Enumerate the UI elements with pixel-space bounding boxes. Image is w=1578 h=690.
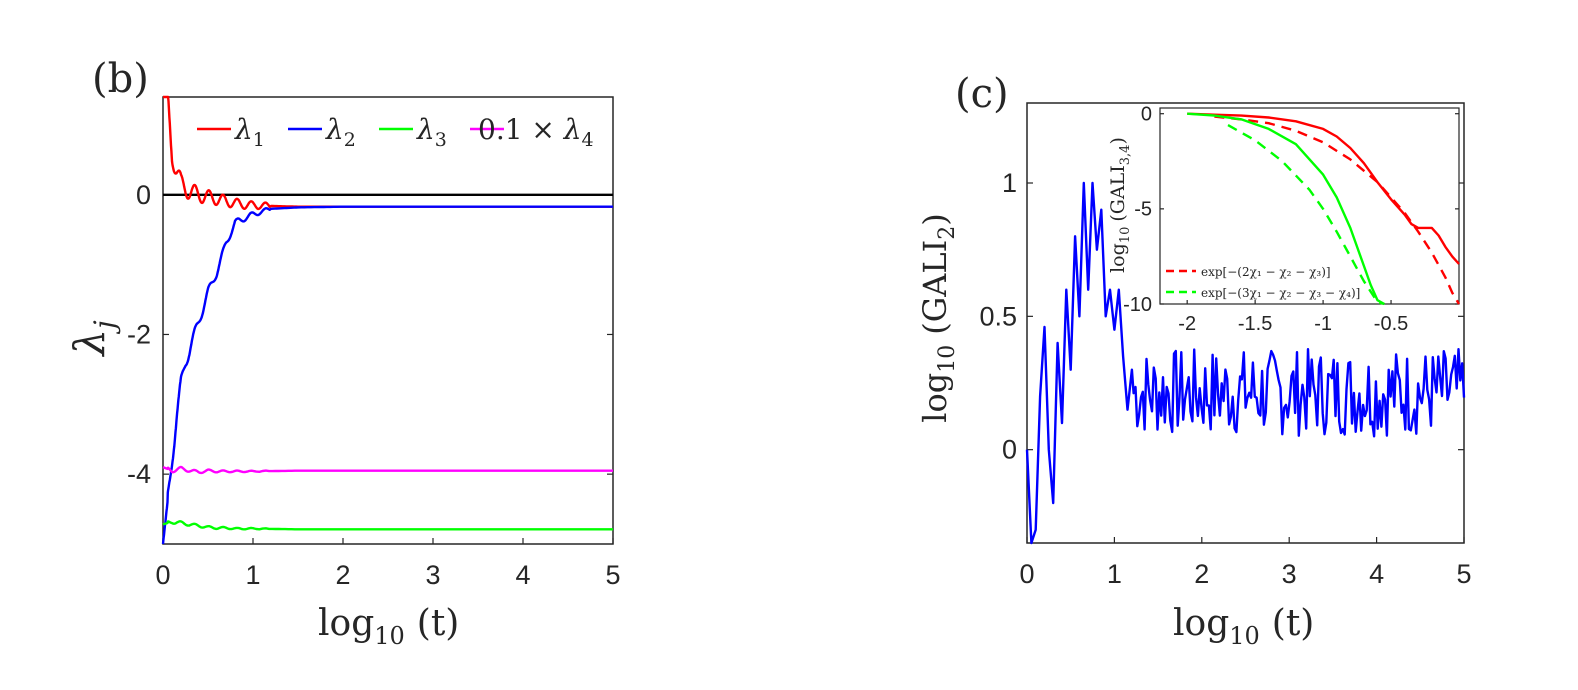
- y-label-base: log: [916, 373, 954, 423]
- legend-label-4: 0.1 × λ4: [478, 113, 594, 151]
- series-line-gali2: [1025, 181, 1466, 545]
- y-label-tail: (GALI: [916, 240, 954, 335]
- y-label-base: λ: [65, 329, 114, 358]
- y-tick-label: 0: [1002, 435, 1017, 465]
- legend-symbol: λ: [325, 113, 344, 146]
- panel-b-x-ticks: 0 1 2 3 4 5: [155, 538, 621, 590]
- y-tick-label: 0.5: [979, 301, 1017, 331]
- x-label-tail: (t): [1272, 603, 1315, 644]
- legend-symbol: λ: [563, 113, 582, 146]
- panel-c-x-axis-label: log10 (t): [1173, 603, 1314, 650]
- inset-background: [1159, 107, 1460, 305]
- series-line-lambda-4: [162, 465, 613, 475]
- y-tick-label: 0: [136, 180, 151, 210]
- panel-b-axes-box: [162, 96, 614, 545]
- x-label-sub: 10: [1229, 622, 1260, 650]
- x-tick-label: -1.5: [1238, 313, 1272, 335]
- panel-c-y-axis-label: log10 (GALI2): [916, 213, 960, 423]
- inset-legend-label-2: exp[−(3χ₁ − χ₂ − χ₃ − χ₄)]: [1201, 286, 1360, 300]
- inset-series-4: [1227, 124, 1385, 306]
- x-tick-label: -2: [1178, 313, 1196, 335]
- series-line-lambda-3: [162, 520, 613, 531]
- panel-c-inset: -2 -1.5 -1 -0.5 0 -5 -10 exp[−(2χ₁ − χ₂ − χ₃)…: [1107, 103, 1461, 335]
- legend-prefix: 0.1 ×: [478, 113, 564, 146]
- x-label-base: log: [318, 603, 374, 644]
- x-tick-label: 2: [335, 560, 350, 590]
- legend-label-2: λ2: [325, 113, 356, 151]
- inset-y-label-tail: (GALI: [1107, 165, 1129, 221]
- inset-series-3: [1187, 112, 1385, 306]
- y-tick-label: -5: [1134, 199, 1152, 221]
- y-label-close: ): [916, 213, 954, 225]
- x-tick-label: 0: [155, 560, 170, 590]
- inset-x-ticks: -2 -1.5 -1 -0.5: [1178, 300, 1408, 335]
- x-label-sub: 10: [374, 622, 405, 650]
- legend-symbol: λ: [416, 113, 435, 146]
- x-tick-label: -0.5: [1374, 313, 1408, 335]
- legend-label-1: λ1: [234, 113, 265, 151]
- panel-b-y-ticks: 0 -2 -4: [127, 180, 613, 489]
- x-tick-label: 4: [515, 560, 530, 590]
- y-tick-label: -2: [127, 319, 151, 349]
- inset-series-2: [1214, 115, 1461, 305]
- panel-b-y-axis-label: λj: [65, 320, 121, 358]
- legend-sub: 3: [435, 129, 447, 151]
- panel-c-label: (c): [955, 71, 1009, 117]
- inset-legend-label-1: exp[−(2χ₁ − χ₂ − χ₃)]: [1201, 265, 1331, 279]
- legend-sub: 4: [582, 129, 594, 151]
- x-tick-label: 1: [245, 560, 260, 590]
- x-label-base: log: [1173, 603, 1229, 644]
- panel-c-axes-box: [1026, 102, 1465, 544]
- y-tick-label: 0: [1141, 103, 1152, 125]
- y-label-sub: 10: [935, 345, 960, 373]
- x-tick-label: 1: [1107, 559, 1122, 589]
- panel-c-series: [1025, 181, 1466, 545]
- panel-c-y-ticks: 00.51: [979, 168, 1464, 465]
- x-tick-label: 5: [605, 560, 620, 590]
- x-tick-label: 4: [1369, 559, 1384, 589]
- inset-y-axis-label: log10 (GALI3,4): [1107, 137, 1133, 273]
- inset-y-label-base: log: [1107, 243, 1129, 273]
- legend-sub: 1: [253, 129, 265, 151]
- panel-b-x-axis-label: log10 (t): [318, 603, 459, 650]
- y-tick-label: -4: [127, 459, 151, 489]
- x-tick-label: 3: [425, 560, 440, 590]
- y-tick-label: -10: [1123, 294, 1152, 316]
- panel-c-x-ticks: 0 1 2 3 4 5: [1019, 537, 1472, 589]
- inset-y-label-close: ): [1107, 137, 1129, 144]
- panel-b-series: [161, 95, 613, 545]
- inset-legend: exp[−(2χ₁ − χ₂ − χ₃)] exp[−(3χ₁ − χ₂ − χ₃…: [1166, 265, 1360, 300]
- inset-y-label-tail-sub: 3,4: [1118, 145, 1133, 166]
- legend-symbol: λ: [234, 113, 253, 146]
- panel-b-label: (b): [92, 56, 149, 102]
- x-tick-label: 5: [1456, 559, 1471, 589]
- x-label-tail: (t): [417, 603, 460, 644]
- series-line-lambda-2: [161, 205, 613, 545]
- x-tick-label: -1: [1314, 313, 1332, 335]
- x-tick-label: 3: [1282, 559, 1297, 589]
- y-label-tail-sub: 2: [935, 226, 960, 240]
- inset-y-label-sub: 10: [1118, 227, 1133, 244]
- inset-series: [1187, 112, 1461, 306]
- inset-y-ticks: 0 -5 -10: [1123, 103, 1459, 316]
- x-tick-label: 2: [1194, 559, 1209, 589]
- panel-b-legend: λ1 λ2 λ3 0.1 × λ4: [197, 113, 594, 151]
- y-tick-label: 1: [1002, 168, 1017, 198]
- legend-label-3: λ3: [416, 113, 447, 151]
- legend-sub: 2: [344, 129, 356, 151]
- x-tick-label: 0: [1019, 559, 1034, 589]
